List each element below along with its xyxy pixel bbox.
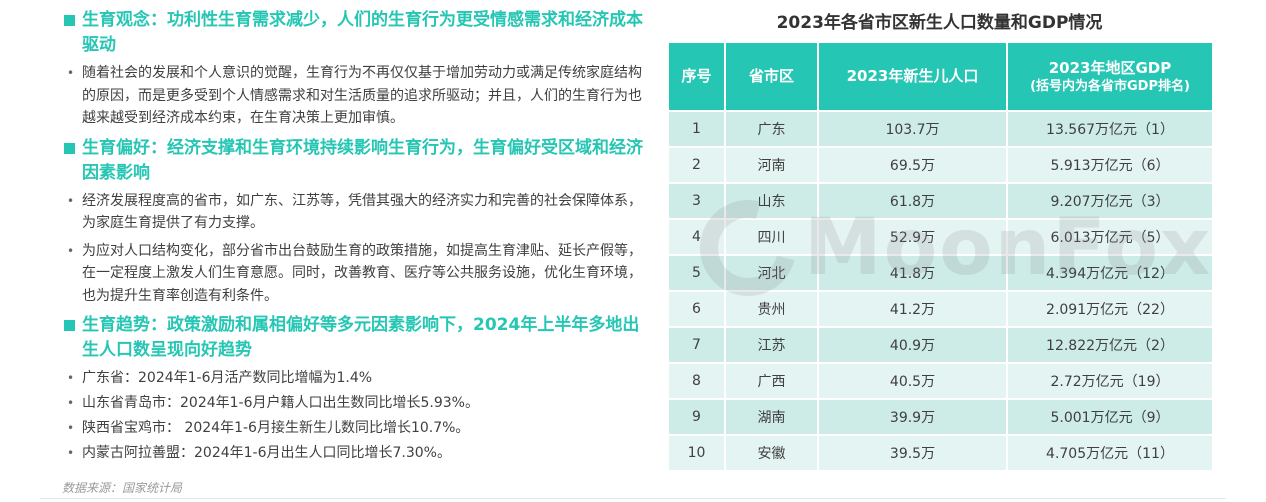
- data-source-note: 数据来源：国家统计局: [62, 481, 183, 495]
- table-row: 4 四川 52.9万 6.013万亿元（5）: [667, 218, 1214, 256]
- table-cell: 40.9万: [817, 326, 1008, 364]
- bullet-text: 经济发展程度高的省市，如广东、江苏等，凭借其强大的经济实力和完善的社会保障体系，…: [82, 192, 642, 232]
- table-cell: 山东: [724, 182, 819, 220]
- header-index: 序号: [667, 41, 726, 112]
- table-cell: 5.913万亿元（6）: [1006, 146, 1214, 184]
- dot-icon: •: [67, 446, 75, 460]
- bullet-item: • 山东省青岛市：2024年1-6月户籍人口出生数同比增长5.93%。: [62, 392, 652, 414]
- footer-divider: [40, 498, 1226, 499]
- table-row: 7 江苏 40.9万 12.822万亿元（2）: [667, 326, 1214, 364]
- table-cell: 9.207万亿元（3）: [1006, 182, 1214, 220]
- table-cell: 40.5万: [817, 362, 1008, 400]
- table-cell: 39.9万: [817, 398, 1008, 436]
- table-row: 2 河南 69.5万 5.913万亿元（6）: [667, 146, 1214, 184]
- table-cell: 39.5万: [817, 434, 1008, 472]
- square-bullet-icon: [64, 142, 75, 154]
- table-cell: 湖南: [724, 398, 819, 436]
- header-region: 省市区: [724, 41, 819, 112]
- bullet-text: 内蒙古阿拉善盟：2024年1-6月出生人口同比增长7.30%。: [82, 445, 451, 461]
- table-cell: 7: [667, 326, 726, 364]
- header-gdp: 2023年地区GDP (括号内为各省市GDP排名): [1006, 41, 1214, 112]
- table-cell: 安徽: [724, 434, 819, 472]
- bullet-text: 山东省青岛市：2024年1-6月户籍人口出生数同比增长5.93%。: [82, 395, 479, 411]
- section-concept: 生育观念：功利性生育需求减少，人们的生育行为更受情感需求和经济成本驱动 • 随着社…: [62, 8, 652, 130]
- bullet-item: • 为应对人口结构变化，部分省市出台鼓励生育的政策措施，如提高生育津贴、延长产假等…: [62, 240, 652, 308]
- table-cell: 61.8万: [817, 182, 1008, 220]
- table-cell: 江苏: [724, 326, 819, 364]
- table-title: 2023年各省市区新生人口数量和GDP情况: [776, 13, 1103, 33]
- section-preference: 生育偏好：经济支撑和生育环境持续影响生育行为，生育偏好受区域和经济因素影响 • 经…: [62, 136, 652, 308]
- bullet-text: 随着社会的发展和个人意识的觉醒，生育行为不再仅仅基于增加劳动力或满足传统家庭结构…: [82, 65, 642, 126]
- table-cell: 41.2万: [817, 290, 1008, 328]
- table-cell: 103.7万: [817, 110, 1008, 148]
- dot-icon: •: [67, 371, 75, 385]
- table-cell: 12.822万亿元（2）: [1006, 326, 1214, 364]
- table-cell: 4: [667, 218, 726, 256]
- bullet-item: • 广东省：2024年1-6月活产数同比增幅为1.4%: [62, 367, 652, 389]
- bullet-item: • 内蒙古阿拉善盟：2024年1-6月出生人口同比增长7.30%。: [62, 442, 652, 464]
- table-cell: 1: [667, 110, 726, 148]
- table-cell: 4.705万亿元（11）: [1006, 434, 1214, 472]
- table-cell: 3: [667, 182, 726, 220]
- table-cell: 贵州: [724, 290, 819, 328]
- table-cell: 四川: [724, 218, 819, 256]
- table-cell: 2: [667, 146, 726, 184]
- table-row: 8 广西 40.5万 2.72万亿元（19）: [667, 362, 1214, 400]
- square-bullet-icon: [64, 15, 75, 26]
- bullet-item: • 陕西省宝鸡市： 2024年1-6月接生新生儿数同比增长10.7%。: [62, 417, 652, 439]
- section-title: 生育观念：功利性生育需求减少，人们的生育行为更受情感需求和经济成本驱动: [62, 8, 652, 58]
- table-cell: 5: [667, 254, 726, 292]
- table-cell: 2.72万亿元（19）: [1006, 362, 1214, 400]
- bullet-text: 陕西省宝鸡市： 2024年1-6月接生新生儿数同比增长10.7%。: [82, 420, 470, 436]
- bullet-item: • 随着社会的发展和个人意识的觉醒，生育行为不再仅仅基于增加劳动力或满足传统家庭结…: [62, 62, 652, 130]
- section-title: 生育偏好：经济支撑和生育环境持续影响生育行为，生育偏好受区域和经济因素影响: [62, 136, 652, 186]
- dot-icon: •: [67, 396, 75, 410]
- dot-icon: •: [67, 243, 75, 258]
- table-row: 6 贵州 41.2万 2.091万亿元（22）: [667, 290, 1214, 328]
- table-cell: 河南: [724, 146, 819, 184]
- bullet-text: 为应对人口结构变化，部分省市出台鼓励生育的政策措施，如提高生育津贴、延长产假等，…: [82, 242, 642, 304]
- table-cell: 41.8万: [817, 254, 1008, 292]
- dot-icon: •: [67, 193, 75, 208]
- table-cell: 4.394万亿元（12）: [1006, 254, 1214, 292]
- section-trend: 生育趋势：政策激励和属相偏好等多元因素影响下，2024年上半年多地出生人口数呈现…: [62, 313, 652, 464]
- births-gdp-table: 序号 省市区 2023年新生儿人口 2023年地区GDP (括号内为各省市GDP…: [667, 41, 1214, 472]
- table-cell: 9: [667, 398, 726, 436]
- dot-icon: •: [67, 66, 75, 80]
- bullet-item: • 经济发展程度高的省市，如广东、江苏等，凭借其强大的经济实力和完善的社会保障体系…: [62, 190, 652, 235]
- table-cell: 8: [667, 362, 726, 400]
- dot-icon: •: [67, 421, 75, 435]
- table-row: 5 河北 41.8万 4.394万亿元（12）: [667, 254, 1214, 292]
- table-row: 9 湖南 39.9万 5.001万亿元（9）: [667, 398, 1214, 436]
- table-cell: 广东: [724, 110, 819, 148]
- table-cell: 52.9万: [817, 218, 1008, 256]
- table-cell: 广西: [724, 362, 819, 400]
- table-row: 10 安徽 39.5万 4.705万亿元（11）: [667, 434, 1214, 472]
- table-cell: 2.091万亿元（22）: [1006, 290, 1214, 328]
- table-cell: 10: [667, 434, 726, 472]
- section-title: 生育趋势：政策激励和属相偏好等多元因素影响下，2024年上半年多地出生人口数呈现…: [62, 313, 652, 363]
- table-cell: 6.013万亿元（5）: [1006, 218, 1214, 256]
- square-bullet-icon: [64, 320, 75, 331]
- left-panel: 生育观念：功利性生育需求减少，人们的生育行为更受情感需求和经济成本驱动 • 随着社…: [62, 8, 652, 470]
- bullet-text: 广东省：2024年1-6月活产数同比增幅为1.4%: [82, 370, 373, 386]
- table-cell: 13.567万亿元（1）: [1006, 110, 1214, 148]
- header-births: 2023年新生儿人口: [817, 41, 1008, 112]
- table-cell: 河北: [724, 254, 819, 292]
- table-row: 3 山东 61.8万 9.207万亿元（3）: [667, 182, 1214, 220]
- table-cell: 6: [667, 290, 726, 328]
- table-cell: 69.5万: [817, 146, 1008, 184]
- table-header-row: 序号 省市区 2023年新生儿人口 2023年地区GDP (括号内为各省市GDP…: [667, 41, 1214, 112]
- table-row: 1 广东 103.7万 13.567万亿元（1）: [667, 110, 1214, 148]
- table-cell: 5.001万亿元（9）: [1006, 398, 1214, 436]
